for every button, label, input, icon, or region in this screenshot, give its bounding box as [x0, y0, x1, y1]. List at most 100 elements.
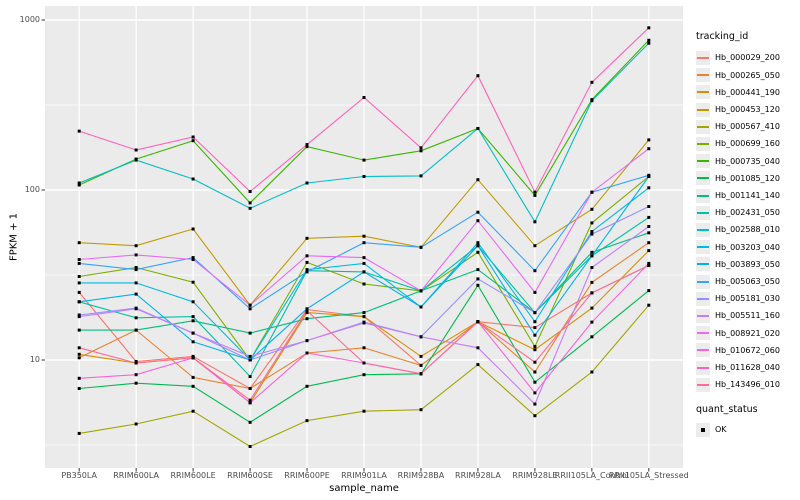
legend-item: Hb_000441_190 — [696, 84, 780, 101]
data-point — [476, 346, 480, 350]
data-point — [419, 174, 423, 178]
data-point — [647, 147, 651, 151]
legend-key-line-icon — [696, 102, 710, 117]
data-point — [134, 292, 138, 296]
data-point — [533, 370, 537, 374]
legend-item: Hb_000699_160 — [696, 135, 780, 152]
data-point — [191, 331, 195, 335]
x-tick-label: RRIM600LE — [170, 471, 216, 480]
data-point — [305, 384, 309, 388]
data-point — [77, 431, 81, 435]
data-point — [248, 303, 252, 307]
data-point — [476, 241, 480, 245]
data-point — [305, 268, 309, 272]
data-point — [248, 445, 252, 448]
data-point — [77, 129, 81, 133]
data-point — [191, 227, 195, 231]
data-point — [590, 280, 594, 284]
data-point — [533, 193, 537, 197]
data-point — [134, 422, 138, 426]
x-tick-label: RRII105LA_Stressed — [608, 471, 689, 480]
data-point — [590, 190, 594, 194]
legend-item: Hb_001141_140 — [696, 187, 780, 204]
legend-key-line-icon — [696, 360, 710, 375]
data-point — [305, 351, 309, 355]
data-point — [476, 178, 480, 182]
data-point — [191, 384, 195, 388]
data-point — [77, 181, 81, 185]
data-point — [305, 317, 309, 321]
data-point — [533, 269, 537, 273]
legend-item-label: Hb_001085_120 — [715, 173, 780, 183]
data-point — [362, 234, 366, 238]
data-point — [476, 250, 480, 254]
data-point — [191, 340, 195, 344]
data-point — [134, 328, 138, 332]
data-point — [533, 190, 537, 194]
data-point — [134, 266, 138, 269]
legend-item: Hb_003893_050 — [696, 256, 780, 273]
data-point — [191, 139, 195, 143]
legend-item-label: Hb_008921_020 — [715, 328, 780, 338]
data-point — [590, 306, 594, 310]
data-point — [305, 309, 309, 313]
data-point — [305, 260, 309, 264]
legend-item-label: Hb_000441_190 — [715, 87, 780, 97]
data-point — [647, 289, 651, 293]
data-point — [77, 275, 81, 278]
data-point — [134, 381, 138, 385]
data-point — [476, 210, 480, 214]
data-point — [590, 370, 594, 374]
data-point — [305, 307, 309, 311]
data-point — [590, 266, 594, 269]
data-point — [191, 375, 195, 379]
legend-key-line-icon — [696, 308, 710, 323]
legend-title-tracking-id: tracking_id — [696, 31, 749, 42]
data-point — [248, 398, 252, 402]
data-point — [362, 373, 366, 377]
data-point — [647, 138, 651, 142]
data-point — [191, 356, 195, 360]
legend-key-line-icon — [696, 377, 710, 392]
data-point — [590, 250, 594, 254]
x-axis-title: sample_name — [329, 483, 399, 494]
data-point — [590, 221, 594, 225]
data-point — [191, 135, 195, 139]
data-point — [533, 414, 537, 418]
legend-key-line-icon — [696, 240, 710, 255]
data-point — [248, 375, 252, 378]
data-point — [647, 26, 651, 30]
data-point — [191, 256, 195, 260]
data-point — [134, 373, 138, 377]
data-point — [305, 270, 309, 274]
legend-item-label: Hb_000453_120 — [715, 105, 780, 115]
data-point — [476, 244, 480, 248]
data-point — [647, 41, 651, 45]
data-point — [590, 335, 594, 339]
data-point — [647, 249, 651, 253]
data-point — [647, 205, 651, 208]
legend-key-line-icon — [696, 291, 710, 306]
legend-key-line-icon — [696, 68, 710, 83]
legend-item: Hb_005181_030 — [696, 290, 780, 307]
data-point — [134, 148, 138, 152]
legend-item-label: Hb_002588_010 — [715, 225, 780, 235]
data-point — [248, 387, 252, 390]
data-point — [590, 232, 594, 236]
data-point — [362, 346, 366, 350]
legend-key-line-icon — [696, 154, 710, 169]
data-point — [533, 333, 537, 337]
data-point — [476, 268, 480, 272]
data-point — [191, 300, 195, 304]
data-point — [77, 261, 81, 265]
legend-item: Hb_003203_040 — [696, 239, 780, 256]
data-point — [191, 258, 195, 261]
data-point — [647, 241, 651, 245]
legend-item: Hb_002588_010 — [696, 221, 780, 238]
data-point — [305, 419, 309, 423]
data-point — [476, 283, 480, 287]
data-point — [305, 236, 309, 240]
data-point — [590, 80, 594, 84]
data-point — [305, 145, 309, 149]
data-point — [533, 290, 537, 294]
